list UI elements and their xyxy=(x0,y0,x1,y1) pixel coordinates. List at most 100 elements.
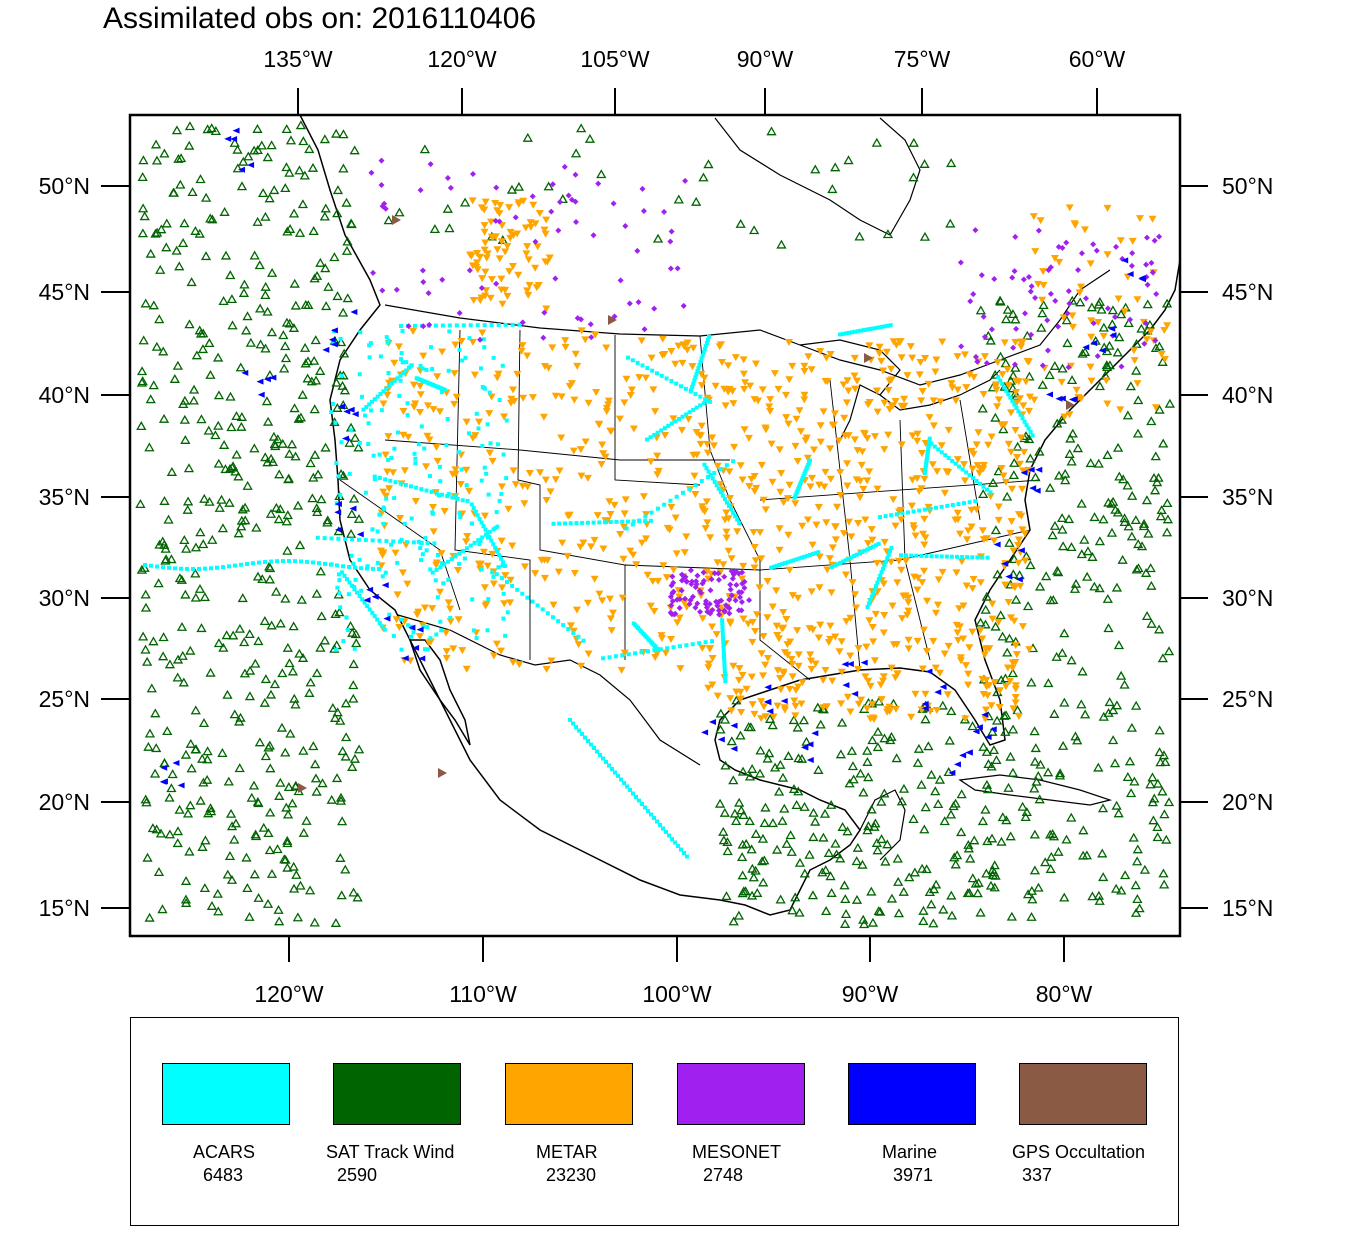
obs-mark-sat-track-wind xyxy=(157,651,169,661)
obs-mark-sat-track-wind xyxy=(873,906,884,916)
obs-mark-metar xyxy=(602,344,611,352)
obs-mark-acars xyxy=(838,560,843,565)
obs-mark-metar xyxy=(1157,350,1166,358)
obs-mark-sat-track-wind xyxy=(234,716,245,726)
obs-mark-metar xyxy=(936,398,945,406)
obs-mark-acars xyxy=(614,519,619,524)
obs-mark-mesonet xyxy=(447,184,454,191)
obs-mark-acars xyxy=(847,330,852,335)
obs-mark-acars xyxy=(363,538,368,543)
obs-mark-metar xyxy=(906,343,915,351)
obs-mark-metar xyxy=(857,461,866,469)
obs-mark-sat-track-wind xyxy=(153,867,165,877)
obs-mark-metar xyxy=(708,681,717,689)
obs-mark-metar xyxy=(564,512,573,520)
obs-mark-acars xyxy=(478,538,483,543)
obs-mark-marine xyxy=(1027,466,1035,473)
obs-mark-metar xyxy=(1011,682,1020,690)
obs-mark-metar xyxy=(1018,526,1027,534)
obs-mark-mesonet xyxy=(641,326,648,333)
obs-mark-metar xyxy=(481,292,490,300)
obs-mark-acars xyxy=(464,546,469,551)
obs-mark-sat-track-wind xyxy=(285,135,297,145)
obs-mark-metar xyxy=(990,537,999,545)
obs-mark-metar xyxy=(748,638,757,646)
obs-mark-sat-track-wind xyxy=(1029,865,1041,875)
obs-mark-metar xyxy=(1011,339,1020,347)
obs-mark-metar xyxy=(468,338,477,346)
obs-mark-acars xyxy=(430,570,435,575)
obs-mark-sat-track-wind xyxy=(179,218,190,228)
obs-mark-acars xyxy=(929,441,934,446)
obs-mark-acars xyxy=(721,636,726,641)
obs-mark-metar xyxy=(850,372,859,380)
obs-mark-acars xyxy=(581,638,586,643)
obs-mark-metar xyxy=(451,470,460,478)
obs-mark-metar xyxy=(725,495,734,503)
obs-mark-sat-track-wind xyxy=(989,882,1000,892)
obs-mark-sat-track-wind xyxy=(162,726,173,736)
obs-mark-sat-track-wind xyxy=(284,167,295,177)
obs-mark-sat-track-wind xyxy=(140,794,151,804)
obs-mark-metar xyxy=(940,489,949,497)
obs-mark-sat-track-wind xyxy=(295,412,307,422)
obs-mark-metar xyxy=(669,415,678,423)
obs-mark-acars xyxy=(703,640,708,645)
obs-mark-metar xyxy=(861,516,870,524)
obs-mark-acars xyxy=(143,563,147,567)
obs-mark-sat-track-wind xyxy=(858,787,869,797)
obs-mark-acars xyxy=(867,327,872,332)
obs-mark-metar xyxy=(775,546,784,554)
obs-mark-metar xyxy=(466,251,475,259)
obs-mark-mesonet xyxy=(667,609,674,616)
obs-mark-sat-track-wind xyxy=(281,162,292,172)
obs-mark-acars xyxy=(408,364,413,369)
obs-mark-metar xyxy=(769,713,778,721)
obs-mark-metar xyxy=(822,519,831,527)
obs-mark-sat-track-wind xyxy=(835,853,846,863)
obs-mark-acars xyxy=(496,565,501,570)
obs-mark-acars xyxy=(479,567,484,572)
obs-mark-sat-track-wind xyxy=(1143,528,1154,538)
obs-mark-sat-track-wind xyxy=(174,804,185,814)
obs-mark-metar xyxy=(783,495,792,503)
obs-mark-sat-track-wind xyxy=(1146,618,1157,628)
legend-item-marine: Marine 3971 xyxy=(848,1018,998,1218)
obs-mark-metar xyxy=(472,263,481,271)
obs-mark-acars xyxy=(411,630,416,635)
obs-mark-sat-track-wind xyxy=(1132,428,1144,438)
obs-mark-sat-track-wind xyxy=(985,880,997,890)
obs-mark-acars xyxy=(868,545,873,550)
obs-mark-sat-track-wind xyxy=(257,574,268,584)
obs-mark-sat-track-wind xyxy=(1005,831,1016,841)
obs-mark-acars xyxy=(978,481,983,486)
obs-mark-sat-track-wind xyxy=(1053,567,1064,577)
obs-mark-metar xyxy=(650,608,659,616)
obs-mark-sat-track-wind xyxy=(1054,770,1066,780)
obs-mark-metar xyxy=(398,569,407,577)
obs-mark-acars xyxy=(805,465,810,470)
obs-mark-metar xyxy=(452,393,461,401)
obs-mark-sat-track-wind xyxy=(244,665,256,675)
obs-mark-sat-track-wind xyxy=(1123,318,1134,328)
obs-mark-acars xyxy=(465,498,470,503)
obs-mark-metar xyxy=(956,530,965,538)
obs-mark-metar xyxy=(887,664,896,672)
obs-mark-metar xyxy=(763,614,772,622)
obs-mark-acars xyxy=(658,647,663,652)
obs-mark-metar xyxy=(1057,378,1066,386)
us-mexico-border xyxy=(397,614,701,766)
obs-mark-marine xyxy=(1082,344,1090,351)
obs-mark-sat-track-wind xyxy=(264,740,275,750)
obs-mark-sat-track-wind xyxy=(297,389,308,399)
obs-mark-metar xyxy=(976,579,985,587)
obs-mark-acars xyxy=(662,426,667,431)
obs-mark-sat-track-wind xyxy=(241,852,252,862)
obs-mark-mesonet xyxy=(1151,237,1158,244)
obs-mark-marine xyxy=(160,764,168,771)
obs-mark-acars xyxy=(628,788,632,792)
obs-mark-sat-track-wind xyxy=(964,887,975,897)
obs-mark-sat-track-wind xyxy=(793,786,804,796)
obs-mark-acars xyxy=(723,679,728,684)
obs-mark-metar xyxy=(497,647,506,655)
